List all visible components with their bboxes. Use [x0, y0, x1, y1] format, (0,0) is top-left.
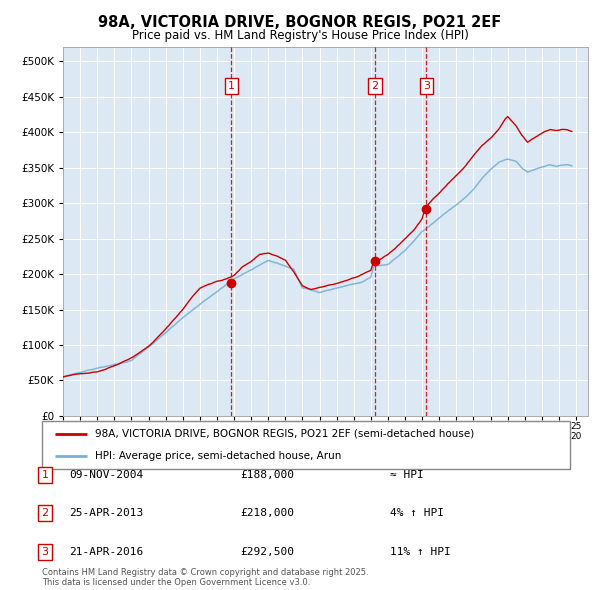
Text: Price paid vs. HM Land Registry's House Price Index (HPI): Price paid vs. HM Land Registry's House …	[131, 30, 469, 42]
Text: £218,000: £218,000	[240, 509, 294, 518]
Text: 1: 1	[41, 470, 49, 480]
Text: 1: 1	[227, 81, 235, 91]
Text: 25-APR-2013: 25-APR-2013	[69, 509, 143, 518]
Text: 11% ↑ HPI: 11% ↑ HPI	[390, 547, 451, 556]
Text: 2: 2	[41, 509, 49, 518]
Text: HPI: Average price, semi-detached house, Arun: HPI: Average price, semi-detached house,…	[95, 451, 341, 461]
Text: ≈ HPI: ≈ HPI	[390, 470, 424, 480]
Text: 3: 3	[423, 81, 430, 91]
Text: 21-APR-2016: 21-APR-2016	[69, 547, 143, 556]
Text: 98A, VICTORIA DRIVE, BOGNOR REGIS, PO21 2EF: 98A, VICTORIA DRIVE, BOGNOR REGIS, PO21 …	[98, 15, 502, 30]
Text: £292,500: £292,500	[240, 547, 294, 556]
Text: 09-NOV-2004: 09-NOV-2004	[69, 470, 143, 480]
Text: 2: 2	[371, 81, 379, 91]
FancyBboxPatch shape	[42, 421, 570, 469]
Text: £188,000: £188,000	[240, 470, 294, 480]
Text: 4% ↑ HPI: 4% ↑ HPI	[390, 509, 444, 518]
Text: 98A, VICTORIA DRIVE, BOGNOR REGIS, PO21 2EF (semi-detached house): 98A, VICTORIA DRIVE, BOGNOR REGIS, PO21 …	[95, 429, 474, 439]
Text: Contains HM Land Registry data © Crown copyright and database right 2025.
This d: Contains HM Land Registry data © Crown c…	[42, 568, 368, 587]
Text: 3: 3	[41, 547, 49, 556]
